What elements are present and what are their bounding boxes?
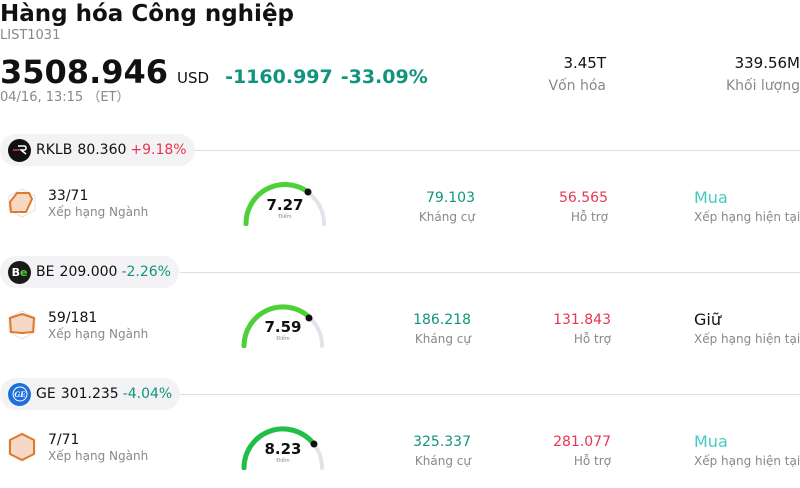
support-label: Hỗ trợ bbox=[573, 332, 611, 346]
resistance-label: Kháng cự bbox=[418, 210, 475, 224]
stock-symbol: GE bbox=[36, 386, 56, 402]
current-rating: Giữ Xếp hạng hiện tại bbox=[694, 310, 800, 347]
rating-label: Xếp hạng hiện tại bbox=[694, 210, 800, 224]
market-cap-value: 3.45T bbox=[563, 54, 606, 72]
score-gauge: 7.59 Điểm bbox=[238, 300, 328, 349]
score-gauge: 7.27 Điểm bbox=[240, 178, 330, 227]
gauge-arc-icon bbox=[241, 426, 324, 471]
svg-text:GE: GE bbox=[14, 390, 26, 399]
resistance-label: Kháng cự bbox=[414, 332, 471, 346]
score-value: 7.59 bbox=[264, 318, 302, 336]
rklb-logo-icon bbox=[8, 138, 31, 162]
volume-stat: 339.56M Khối lượng bbox=[726, 54, 800, 95]
radar-chart-icon bbox=[8, 310, 36, 340]
support: 56.565 Hỗ trợ bbox=[559, 190, 608, 225]
support-label: Hỗ trợ bbox=[570, 210, 608, 224]
support-value: 281.077 bbox=[553, 434, 611, 450]
stock-chip[interactable]: RKLB 80.360 +9.18% bbox=[0, 134, 195, 166]
market-cap-label: Vốn hóa bbox=[548, 78, 606, 94]
stock-chip[interactable]: GE GE 301.235 -4.04% bbox=[0, 378, 181, 410]
rank-label: Xếp hạng Ngành bbox=[48, 449, 149, 463]
industry-rank: 33/71 Xếp hạng Ngành bbox=[48, 188, 148, 219]
rating-label: Xếp hạng hiện tại bbox=[694, 454, 800, 468]
resistance: 79.103 Kháng cự bbox=[419, 190, 475, 225]
page-title: Hàng hóa Công nghiệp bbox=[0, 1, 295, 27]
gauge-arc-icon bbox=[241, 304, 324, 349]
resistance: 325.337 Kháng cự bbox=[413, 434, 471, 469]
score-gauge: 8.23 Điểm bbox=[238, 422, 328, 471]
divider bbox=[180, 272, 800, 273]
current-rating: Mua Xếp hạng hiện tại bbox=[694, 432, 800, 469]
score-label: Điểm bbox=[276, 336, 290, 342]
stock-change-pct: -2.26% bbox=[121, 264, 171, 280]
price-change-pct: -33.09% bbox=[340, 66, 428, 88]
stock-symbol: RKLB bbox=[36, 142, 73, 158]
stock-change-pct: -4.04% bbox=[122, 386, 173, 402]
score-value: 8.23 bbox=[264, 440, 302, 458]
score-value: 7.27 bbox=[266, 196, 304, 214]
radar-chart-icon bbox=[8, 432, 36, 462]
rank-label: Xếp hạng Ngành bbox=[48, 205, 149, 219]
rating-value: Mua bbox=[694, 432, 728, 451]
rating-label: Xếp hạng hiện tại bbox=[694, 332, 800, 346]
radar-chart-icon bbox=[8, 188, 36, 218]
volume-label: Khối lượng bbox=[725, 78, 800, 94]
support: 281.077 Hỗ trợ bbox=[553, 434, 611, 469]
current-rating: Mua Xếp hạng hiện tại bbox=[694, 188, 800, 225]
stock-card-rklb[interactable]: RKLB 80.360 +9.18% 33/71 Xếp hạng Ngành … bbox=[0, 134, 800, 256]
resistance-label: Kháng cự bbox=[414, 454, 471, 468]
industry-rank: 7/71 Xếp hạng Ngành bbox=[48, 432, 148, 463]
price-change: -1160.997 bbox=[225, 66, 333, 88]
rank-label: Xếp hạng Ngành bbox=[48, 327, 149, 341]
divider bbox=[180, 394, 800, 395]
divider bbox=[190, 150, 800, 151]
stock-price: 209.000 bbox=[59, 264, 118, 280]
stock-price: 80.360 bbox=[77, 142, 127, 158]
resistance-value: 79.103 bbox=[426, 190, 475, 206]
score-label: Điểm bbox=[276, 458, 290, 464]
index-price: 3508.946 bbox=[0, 53, 169, 91]
support: 131.843 Hỗ trợ bbox=[553, 312, 611, 347]
ge-logo-icon: GE bbox=[8, 382, 31, 406]
volume-value: 339.56M bbox=[734, 54, 800, 72]
industry-rank: 59/181 Xếp hạng Ngành bbox=[48, 310, 148, 341]
rating-value: Giữ bbox=[694, 310, 721, 329]
price-row: 3508.946 USD -1160.997 -33.09% bbox=[0, 52, 428, 92]
stock-change-pct: +9.18% bbox=[130, 142, 187, 158]
rank-value: 59/181 bbox=[48, 310, 98, 326]
resistance-value: 186.218 bbox=[413, 312, 471, 328]
currency: USD bbox=[177, 69, 210, 87]
support-value: 131.843 bbox=[553, 312, 611, 328]
support-label: Hỗ trợ bbox=[573, 454, 611, 468]
stock-card-ge[interactable]: GE GE 301.235 -4.04% 7/71 Xếp hạng Ngành… bbox=[0, 378, 800, 488]
support-value: 56.565 bbox=[559, 190, 608, 206]
timestamp: 04/16, 13:15 （ET） bbox=[0, 90, 130, 105]
stock-price: 301.235 bbox=[60, 386, 119, 402]
stock-symbol: BE bbox=[36, 264, 55, 280]
score-label: Điểm bbox=[278, 214, 292, 220]
resistance: 186.218 Kháng cự bbox=[413, 312, 471, 347]
gauge-arc-icon bbox=[243, 182, 326, 227]
resistance-value: 325.337 bbox=[413, 434, 471, 450]
list-code: LIST1031 bbox=[0, 28, 61, 43]
rank-value: 33/71 bbox=[48, 188, 89, 204]
market-cap-stat: 3.45T Vốn hóa bbox=[549, 54, 606, 95]
rating-value: Mua bbox=[694, 188, 728, 207]
rank-value: 7/71 bbox=[48, 432, 80, 448]
